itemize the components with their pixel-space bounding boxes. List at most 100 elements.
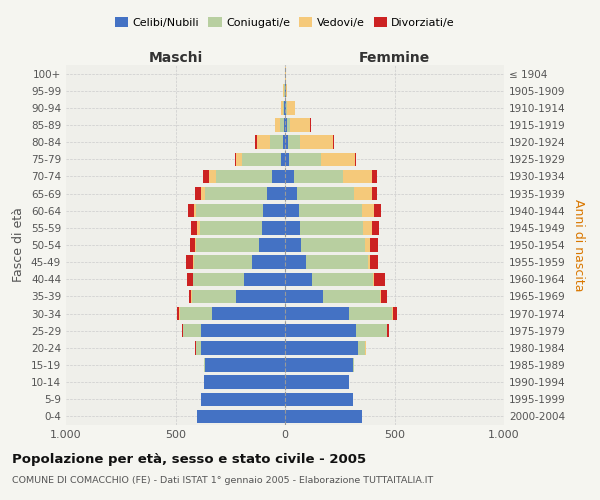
Bar [285,152,289,166]
Bar [306,256,368,269]
Y-axis label: Fasce di età: Fasce di età [13,208,25,282]
Bar [387,324,388,338]
Bar [236,290,285,303]
Bar [194,256,252,269]
Bar [285,376,349,389]
Bar [186,256,193,269]
Text: COMUNE DI COMACCHIO (FE) - Dati ISTAT 1° gennaio 2005 - Elaborazione TUTTAITALIA: COMUNE DI COMACCHIO (FE) - Dati ISTAT 1°… [12,476,433,485]
Bar [373,272,374,286]
Bar [365,238,370,252]
Bar [343,170,371,183]
Bar [290,118,310,132]
Bar [301,136,333,149]
Bar [196,238,259,252]
Bar [371,187,377,200]
Bar [188,204,194,218]
Bar [281,152,285,166]
Bar [355,152,356,166]
Bar [195,238,196,252]
Bar [196,204,263,218]
Bar [200,324,285,338]
Bar [200,341,285,354]
Bar [281,101,283,114]
Bar [356,324,387,338]
Bar [200,221,262,234]
Bar [362,204,374,218]
Bar [272,170,285,183]
Bar [301,238,365,252]
Bar [370,238,378,252]
Bar [297,187,354,200]
Bar [197,410,285,423]
Bar [285,358,353,372]
Bar [284,101,285,114]
Bar [284,118,285,132]
Bar [187,272,193,286]
Bar [209,170,216,183]
Bar [285,136,288,149]
Bar [193,256,194,269]
Bar [182,324,183,338]
Bar [205,358,285,372]
Bar [192,290,236,303]
Bar [190,238,195,252]
Bar [285,84,286,98]
Bar [285,221,301,234]
Bar [371,221,379,234]
Bar [381,290,388,303]
Bar [197,221,200,234]
Bar [285,170,294,183]
Bar [288,136,301,149]
Bar [299,204,362,218]
Bar [313,272,373,286]
Bar [354,187,371,200]
Bar [294,170,343,183]
Bar [285,204,299,218]
Bar [285,118,287,132]
Bar [285,341,358,354]
Text: Maschi: Maschi [148,51,203,65]
Bar [285,290,323,303]
Bar [212,307,285,320]
Text: Femmine: Femmine [359,51,430,65]
Bar [235,152,236,166]
Bar [177,307,179,320]
Bar [285,187,297,200]
Bar [259,238,285,252]
Bar [200,187,205,200]
Bar [204,376,285,389]
Bar [256,136,257,149]
Bar [285,101,286,114]
Bar [283,101,284,114]
Bar [287,101,295,114]
Bar [289,152,321,166]
Bar [196,341,200,354]
Bar [203,170,209,183]
Bar [285,307,349,320]
Bar [285,256,306,269]
Bar [287,118,290,132]
Bar [393,307,397,320]
Bar [200,392,285,406]
Bar [242,152,281,166]
Bar [392,307,393,320]
Bar [275,118,280,132]
Bar [323,290,380,303]
Bar [183,324,200,338]
Legend: Celibi/Nubili, Coniugati/e, Vedovi/e, Divorziati/e: Celibi/Nubili, Coniugati/e, Vedovi/e, Di… [110,13,460,32]
Bar [370,256,377,269]
Bar [191,221,197,234]
Bar [358,341,365,354]
Bar [204,358,205,372]
Bar [285,410,362,423]
Bar [374,272,385,286]
Bar [263,204,285,218]
Bar [180,307,212,320]
Bar [216,170,272,183]
Bar [268,187,285,200]
Bar [286,101,287,114]
Bar [257,136,269,149]
Bar [286,84,287,98]
Bar [285,324,356,338]
Bar [194,204,196,218]
